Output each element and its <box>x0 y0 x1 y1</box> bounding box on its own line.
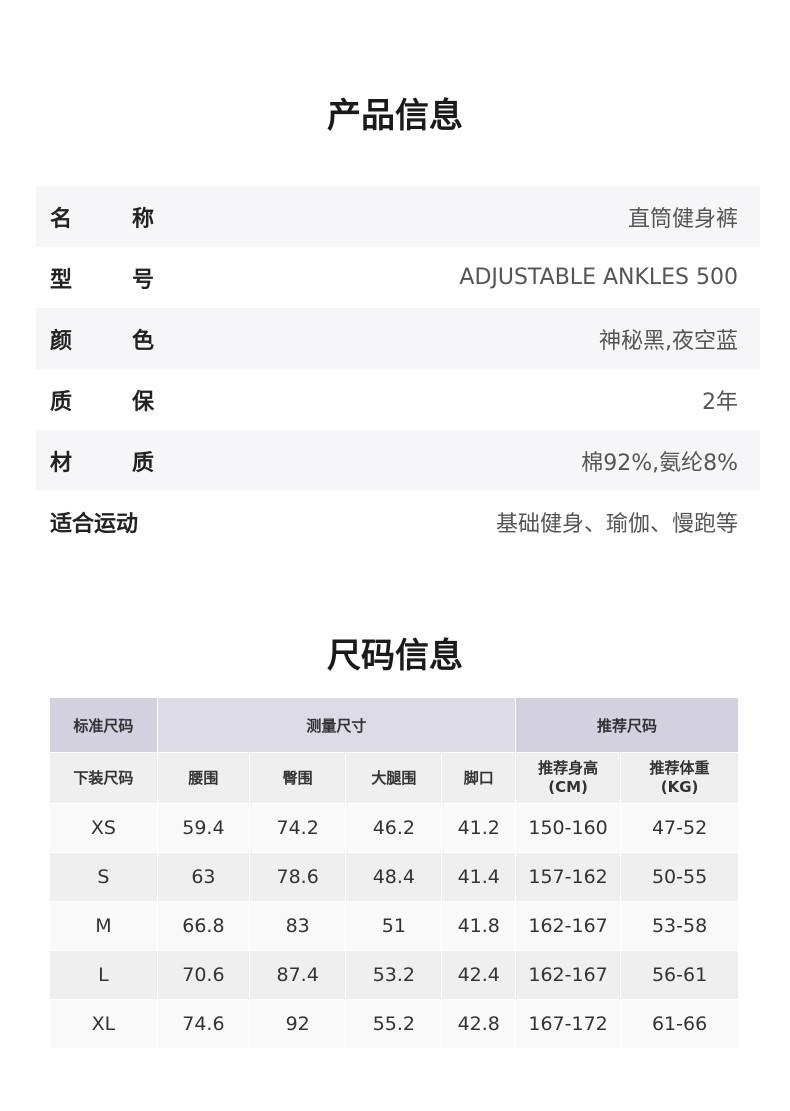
table-cell: 48.4 <box>345 852 443 902</box>
info-value: 神秘黑,夜空蓝 <box>599 328 738 354</box>
table-cell: 167-172 <box>515 999 622 1049</box>
product-info-title: 产品信息 <box>327 96 463 136</box>
table-cell: 51 <box>345 901 443 951</box>
info-label: 颜色 <box>50 328 154 354</box>
table-cell: 66.8 <box>157 901 251 951</box>
table-cell: 55.2 <box>345 999 443 1049</box>
table-cell: 92 <box>249 999 347 1049</box>
product-info-table: 名称 直筒健身裤型号 ADJUSTABLE ANKLES 500 颜色 神秘黑,夜空蓝质… <box>36 186 760 552</box>
table-cell: 87.4 <box>249 950 347 1000</box>
table-cell: S <box>50 852 158 902</box>
table-cell: 63 <box>157 852 251 902</box>
table-cell: XL <box>50 999 158 1049</box>
table-cell: 70.6 <box>157 950 251 1000</box>
size-table: 标准尺码 测量尺寸 推荐尺码 下装尺码 腰围 臀围 大腿围 脚口 推荐身高 (CM) 推荐体… <box>50 698 738 1049</box>
table-cell: 47-52 <box>620 803 738 853</box>
size-info-title: 尺码信息 <box>327 636 463 676</box>
table-cell: 74.2 <box>249 803 347 853</box>
group-header: 推荐尺码 <box>515 698 738 753</box>
info-value: 基础健身、瑜伽、慢跑等 <box>495 511 738 537</box>
info-row: 型号 ADJUSTABLE ANKLES 500 <box>36 247 760 308</box>
column-header: 推荐身高 (CM) <box>515 752 622 804</box>
table-cell: 83 <box>249 901 347 951</box>
info-value: ADJUSTABLE ANKLES 500 <box>459 265 738 290</box>
table-cell: 42.4 <box>441 950 517 1000</box>
table-cell: 41.4 <box>441 852 517 902</box>
group-header: 测量尺寸 <box>157 698 517 753</box>
column-header: 臀围 <box>249 752 347 804</box>
table-row: M 66.8 83 51 41.8 162-167 53-58 <box>50 901 738 951</box>
info-label: 名称 <box>50 206 154 232</box>
info-label: 适合运动 <box>50 511 139 537</box>
table-row: S 63 78.6 48.4 41.4 157-162 50-55 <box>50 852 738 902</box>
group-header: 标准尺码 <box>50 698 158 753</box>
table-cell: 150-160 <box>515 803 622 853</box>
info-row: 材质 棉92%,氨纶8% <box>36 430 760 491</box>
column-header: 腰围 <box>157 752 251 804</box>
info-row: 名称 直筒健身裤 <box>36 186 760 247</box>
column-header: 推荐体重 (KG) <box>620 752 738 804</box>
info-label: 材质 <box>50 450 154 476</box>
group-header-row: 标准尺码 测量尺寸 推荐尺码 <box>50 698 738 753</box>
info-value: 直筒健身裤 <box>627 206 738 232</box>
table-cell: 53-58 <box>620 901 738 951</box>
table-cell: L <box>50 950 158 1000</box>
table-cell: M <box>50 901 158 951</box>
table-cell: 53.2 <box>345 950 443 1000</box>
table-cell: 157-162 <box>515 852 622 902</box>
table-cell: 162-167 <box>515 901 622 951</box>
column-header-row: 下装尺码 腰围 臀围 大腿围 脚口 推荐身高 (CM) 推荐体重 (KG) <box>50 752 738 804</box>
table-row: XL 74.6 92 55.2 42.8 167-172 61-66 <box>50 999 738 1049</box>
table-cell: 74.6 <box>157 999 251 1049</box>
info-row: 质保 2年 <box>36 369 760 430</box>
table-cell: 50-55 <box>620 852 738 902</box>
info-label: 质保 <box>50 389 154 415</box>
info-value: 棉92%,氨纶8% <box>581 450 738 476</box>
table-cell: 61-66 <box>620 999 738 1049</box>
table-cell: 78.6 <box>249 852 347 902</box>
table-row: XS 59.4 74.2 46.2 41.2 150-160 47-52 <box>50 803 738 853</box>
table-cell: 41.8 <box>441 901 517 951</box>
table-cell: 42.8 <box>441 999 517 1049</box>
column-header: 脚口 <box>441 752 517 804</box>
table-cell: XS <box>50 803 158 853</box>
table-cell: 41.2 <box>441 803 517 853</box>
table-cell: 46.2 <box>345 803 443 853</box>
info-value: 2年 <box>702 389 738 415</box>
table-cell: 59.4 <box>157 803 251 853</box>
table-cell: 56-61 <box>620 950 738 1000</box>
column-header: 下装尺码 <box>50 752 158 804</box>
table-cell: 162-167 <box>515 950 622 1000</box>
column-header: 大腿围 <box>345 752 443 804</box>
info-label: 型号 <box>50 267 154 293</box>
info-row: 颜色 神秘黑,夜空蓝 <box>36 308 760 369</box>
table-row: L 70.6 87.4 53.2 42.4 162-167 56-61 <box>50 950 738 1000</box>
info-row: 适合运动 基础健身、瑜伽、慢跑等 <box>36 491 760 552</box>
